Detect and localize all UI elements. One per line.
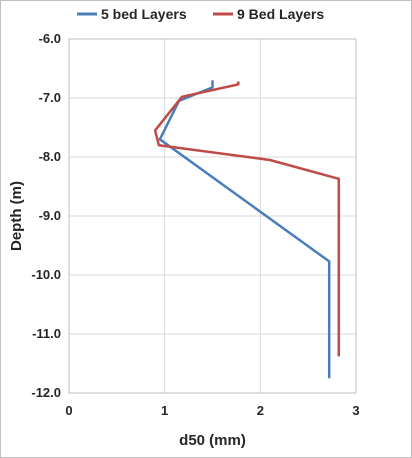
grid: [68, 38, 357, 394]
y-tick-label: -10.0: [31, 267, 61, 282]
legend-label-2: 9 Bed Layers: [237, 6, 324, 22]
x-tick-label: 0: [65, 403, 72, 418]
legend: 5 bed Layers 9 Bed Layers: [77, 6, 324, 22]
y-axis-title: Depth (m): [8, 181, 25, 251]
legend-label-1: 5 bed Layers: [101, 6, 187, 22]
series-line-2: [153, 81, 341, 357]
x-tick-label: 3: [352, 403, 359, 418]
x-tick-label: 1: [161, 403, 168, 418]
y-tick-label: -12.0: [31, 385, 61, 400]
y-tick-label: -6.0: [39, 31, 61, 46]
x-tick-label: 2: [257, 403, 264, 418]
y-tick-labels: -6.0 -7.0 -8.0 -9.0 -10.0 -11.0 -12.0: [31, 31, 61, 400]
x-tick-labels: 0 1 2 3: [65, 403, 359, 418]
plot-area: [68, 38, 357, 394]
y-tick-label: -8.0: [39, 149, 61, 164]
x-axis-title: d50 (mm): [179, 432, 246, 449]
series-line-1: [158, 80, 331, 379]
y-tick-label: -7.0: [39, 90, 61, 105]
series-group: [153, 80, 341, 379]
y-tick-label: -9.0: [39, 208, 61, 223]
y-tick-label: -11.0: [32, 326, 61, 341]
